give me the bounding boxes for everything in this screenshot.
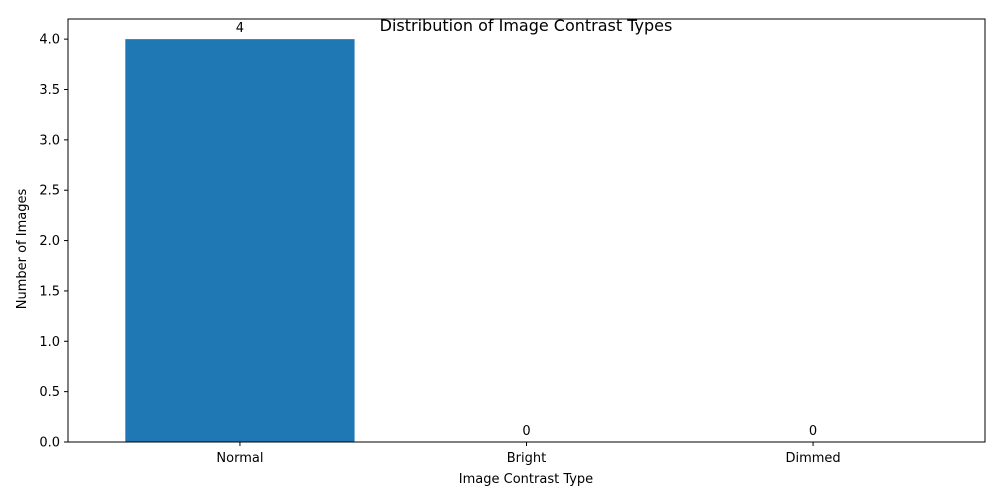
- bar-data-label: 0: [809, 424, 817, 439]
- y-tick-label: 1.5: [39, 284, 60, 299]
- y-tick-label: 3.5: [39, 83, 60, 98]
- x-axis-ticks: Normal Bright Dimmed: [216, 442, 841, 466]
- y-tick-label: 0.0: [39, 436, 60, 451]
- bar-data-label: 4: [236, 21, 244, 36]
- y-axis-ticks: 0.0 0.5 1.0 1.5 2.0 2.5 3.0 3.5 4.0: [39, 33, 68, 451]
- y-tick-label: 4.0: [39, 33, 60, 48]
- y-axis-label: Number of Images: [15, 189, 30, 310]
- bar-normal: [125, 39, 355, 443]
- bar-data-labels: 4 0 0: [236, 21, 817, 439]
- x-tick-label: Dimmed: [785, 451, 840, 466]
- x-axis-label: Image Contrast Type: [459, 472, 593, 487]
- y-tick-label: 2.0: [39, 234, 60, 249]
- plot-frame: [67, 18, 986, 443]
- y-tick-label: 1.0: [39, 335, 60, 350]
- bars: [125, 39, 355, 443]
- plot-area: 4 0 0 0.0 0.5 1.0 1.5 2.0 2.5 3.0 3.5 4.0 Normal Br…: [39, 18, 986, 466]
- y-tick-label: 0.5: [39, 385, 60, 400]
- x-tick-label: Normal: [216, 451, 263, 466]
- bar-data-label: 0: [522, 424, 530, 439]
- y-tick-label: 2.5: [39, 184, 60, 199]
- x-tick-label: Bright: [507, 451, 546, 466]
- chart-title: Distribution of Image Contrast Types: [380, 16, 673, 35]
- y-tick-label: 3.0: [39, 133, 60, 148]
